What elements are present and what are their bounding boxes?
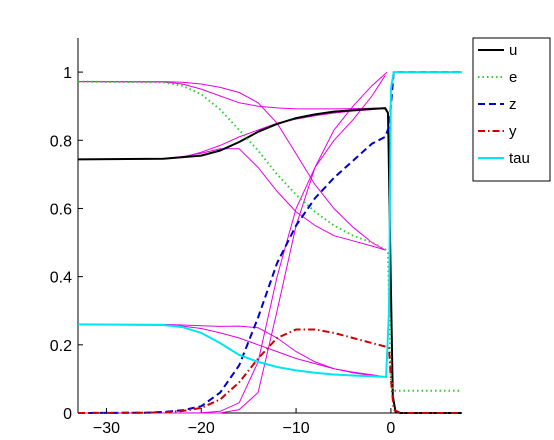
legend-label-u: u — [509, 42, 517, 59]
y-tick-label: 0.4 — [50, 270, 72, 287]
series-line-u — [77, 107, 462, 414]
y-tick-label: 1 — [63, 65, 72, 82]
reference-curve-6 — [78, 75, 386, 414]
reference-curves — [77, 71, 388, 414]
legend-label-tau: tau — [509, 150, 530, 167]
reference-curve-3 — [78, 81, 386, 251]
reference-curve-2 — [77, 148, 386, 251]
legend-label-e: e — [509, 69, 517, 86]
reference-curve-5 — [78, 71, 388, 414]
x-tick-label: −10 — [283, 420, 310, 437]
reference-curve-7 — [78, 323, 386, 378]
x-tick-label: 0 — [386, 420, 395, 437]
axis-layer: 0 0.2 0.4 0.6 0.8 1 −30 −20 −10 0 — [50, 38, 462, 437]
series-line-e — [77, 80, 462, 392]
x-tick-label: −30 — [93, 420, 120, 437]
series-line-z — [77, 71, 462, 414]
legend-label-y: y — [509, 123, 517, 140]
y-tick-label: 0 — [63, 406, 72, 423]
y-tick-label: 0.6 — [50, 201, 72, 218]
y-tick-label: 0.2 — [50, 338, 72, 355]
series-layer — [77, 71, 462, 414]
reference-curve-1 — [77, 107, 386, 160]
x-tick-label: −20 — [188, 420, 215, 437]
series-line-y — [77, 328, 462, 414]
legend-label-z: z — [509, 96, 517, 113]
y-tick-label: 0.8 — [50, 133, 72, 150]
reference-curve-4 — [77, 81, 386, 110]
series-line-tau — [77, 71, 462, 378]
